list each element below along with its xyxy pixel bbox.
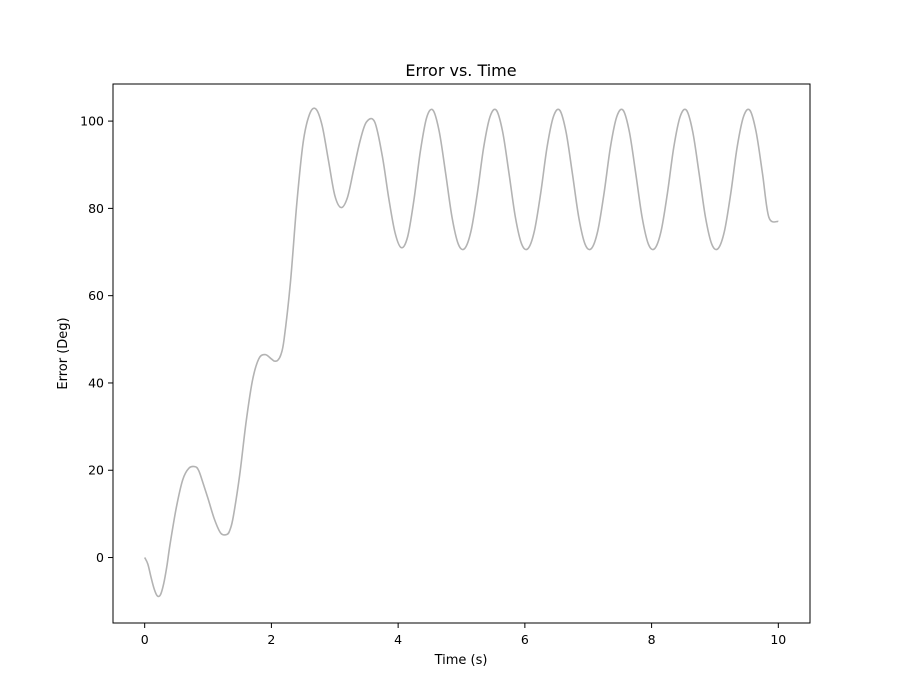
y-tick-label: 80	[88, 201, 104, 216]
y-axis-label: Error (Deg)	[56, 317, 71, 389]
x-axis-ticks: 0 2 4 6 8 10	[141, 623, 786, 647]
x-tick-label: 2	[267, 632, 275, 647]
x-tick-label: 0	[141, 632, 149, 647]
series-line	[143, 107, 779, 598]
y-tick-label: 100	[80, 114, 104, 129]
y-axis-ticks: 0 20 40 60 80 100	[80, 114, 113, 565]
x-tick-label: 10	[770, 632, 786, 647]
x-tick-label: 6	[521, 632, 529, 647]
y-tick-label: 0	[96, 550, 104, 565]
x-axis-label: Time (s)	[434, 653, 488, 668]
axes-frame	[112, 83, 811, 624]
plot-area: 0 2 4 6 8 10 0 20 40 60 80 100	[80, 83, 811, 647]
x-tick-label: 8	[648, 632, 656, 647]
y-tick-label: 40	[88, 375, 104, 390]
x-tick-label: 4	[394, 632, 402, 647]
chart-title: Error vs. Time	[405, 61, 516, 80]
y-tick-label: 60	[88, 288, 104, 303]
y-tick-label: 20	[88, 463, 104, 478]
